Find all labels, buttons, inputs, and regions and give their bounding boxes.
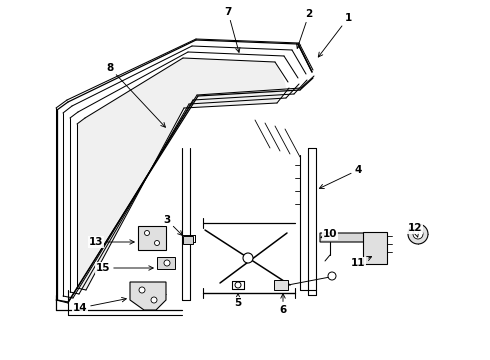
Polygon shape (320, 233, 372, 242)
Text: 6: 6 (279, 294, 287, 315)
Circle shape (145, 230, 149, 235)
Text: 1: 1 (318, 13, 352, 57)
Circle shape (164, 260, 170, 266)
Circle shape (413, 229, 423, 239)
Text: 7: 7 (224, 7, 240, 52)
Text: 12: 12 (408, 223, 422, 237)
Text: 2: 2 (296, 9, 313, 48)
Text: 10: 10 (321, 229, 337, 239)
Circle shape (243, 253, 253, 263)
Text: 8: 8 (106, 63, 166, 127)
Bar (183, 236, 193, 244)
Text: 5: 5 (234, 294, 242, 308)
Polygon shape (130, 282, 166, 310)
Bar (363, 232, 387, 264)
Circle shape (235, 282, 241, 288)
Text: 13: 13 (89, 237, 134, 247)
Text: 15: 15 (96, 263, 153, 273)
Circle shape (139, 287, 145, 293)
Polygon shape (78, 58, 286, 290)
Text: 11: 11 (351, 256, 371, 268)
Text: 4: 4 (319, 165, 362, 189)
Bar (157, 257, 175, 269)
Bar (274, 280, 288, 290)
Circle shape (154, 240, 160, 246)
Circle shape (408, 224, 428, 244)
Bar (138, 226, 166, 250)
Circle shape (328, 272, 336, 280)
Text: 3: 3 (163, 215, 182, 235)
Text: 14: 14 (73, 297, 126, 313)
Circle shape (151, 297, 157, 303)
